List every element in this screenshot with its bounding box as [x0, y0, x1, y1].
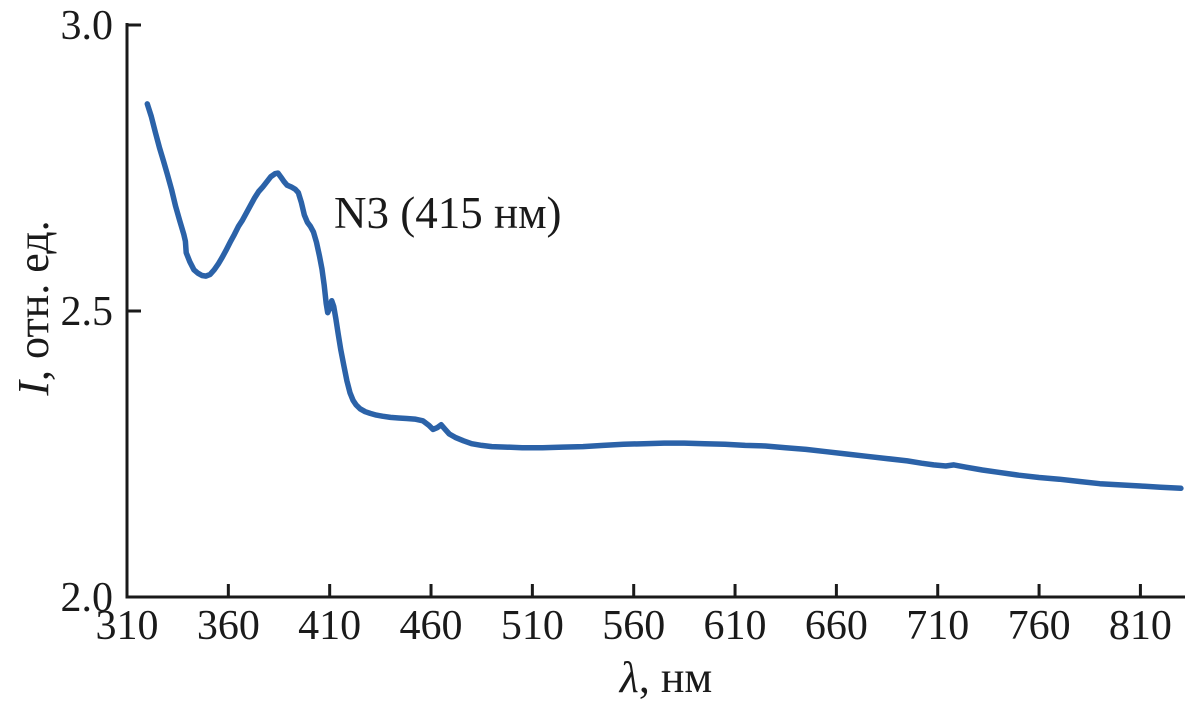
x-tick-label: 760 [1008, 603, 1071, 649]
x-tick-label: 410 [298, 603, 361, 649]
x-tick-label: 510 [501, 603, 564, 649]
y-axis-units: , отн. ед. [9, 220, 58, 381]
y-tick-label: 2.0 [61, 575, 114, 621]
spectrum-line [144, 101, 1184, 492]
x-tick-label: 710 [906, 603, 969, 649]
x-tick-label: 660 [805, 603, 868, 649]
x-axis-symbol: λ [619, 653, 639, 702]
x-tick-label: 460 [400, 603, 463, 649]
x-tick-label: 560 [602, 603, 665, 649]
x-axis-title: λ, нм [620, 656, 712, 700]
x-tick-label: 310 [96, 603, 159, 649]
y-tick-label: 3.0 [61, 3, 114, 49]
y-tick-label: 2.5 [61, 289, 114, 335]
x-tick-label: 610 [704, 603, 767, 649]
x-tick-label: 360 [197, 603, 260, 649]
x-tick-label: 810 [1109, 603, 1172, 649]
y-axis-title: I, отн. ед. [9, 220, 58, 396]
y-axis-symbol: I [9, 380, 58, 396]
x-axis-units: , нм [638, 653, 713, 702]
peak-annotation: N3 (415 нм) [334, 188, 562, 238]
